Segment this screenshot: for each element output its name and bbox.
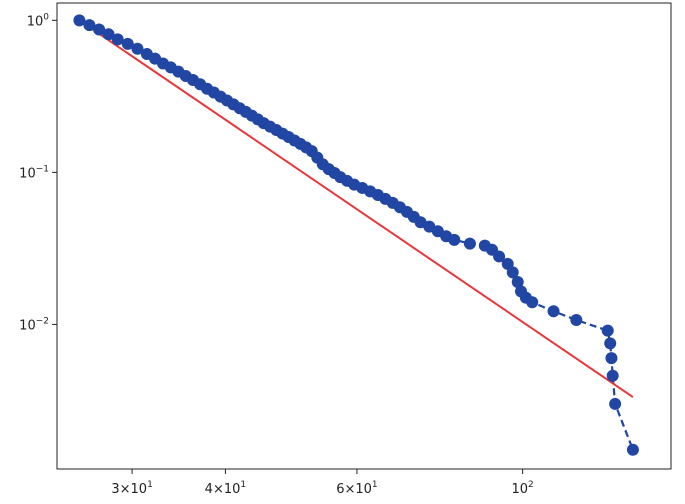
data-point (609, 397, 622, 410)
data-point (626, 443, 639, 456)
data-point (605, 352, 618, 365)
y-tick-label: 100 (27, 12, 50, 29)
data-point (448, 233, 461, 246)
data-point (93, 23, 106, 36)
data-point (102, 28, 115, 41)
plot-area (56, 2, 672, 470)
x-tick-label: 6×101 (336, 480, 377, 497)
data-point (601, 324, 614, 337)
data-point (121, 37, 134, 50)
data-point (463, 237, 476, 250)
data-point (526, 296, 539, 309)
data-point (606, 369, 619, 382)
y-axis: 100 10−1 10−2 (19, 12, 57, 333)
series-layer (73, 14, 639, 456)
data-point (604, 337, 617, 350)
x-tick-label: 102 (511, 480, 533, 497)
data-point (131, 42, 144, 55)
data-point (547, 305, 560, 318)
x-tick-label: 3×101 (111, 480, 152, 497)
data-point (73, 14, 86, 27)
data-point (511, 276, 524, 289)
y-tick-label: 10−2 (19, 316, 49, 333)
y-tick-label: 10−1 (19, 164, 49, 181)
data-point (83, 19, 96, 32)
data-point (493, 250, 506, 263)
data-point (570, 313, 583, 326)
data-point (111, 33, 124, 46)
fit-line (78, 19, 634, 398)
data-point (506, 266, 519, 279)
x-axis: 3×101 4×101 6×101 102 (111, 469, 534, 497)
x-tick-label: 4×101 (205, 480, 246, 497)
